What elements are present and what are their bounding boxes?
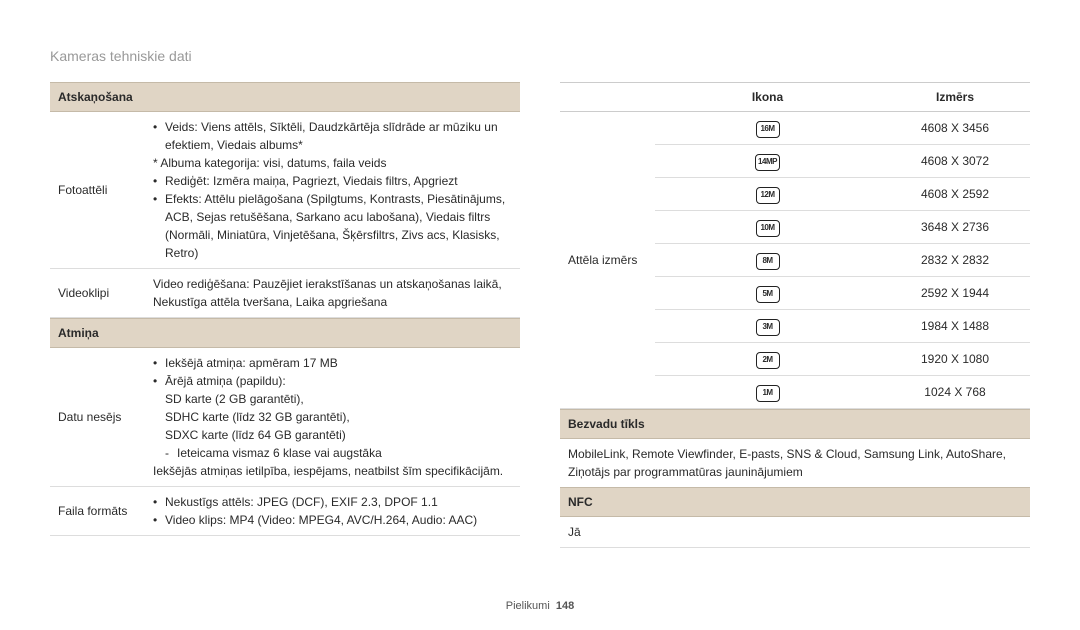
size-dimension: 3648 X 2736 (880, 211, 1030, 244)
megapixel-icon: 12M (756, 187, 780, 204)
section-storage: Atmiņa (50, 318, 520, 348)
row-content-media: Iekšējā atmiņa: apmēram 17 MB Ārējā atmi… (145, 348, 520, 487)
bullet: Video klips: MP4 (Video: MPEG4, AVC/H.26… (153, 511, 512, 529)
megapixel-icon: 8M (756, 253, 780, 270)
size-icon-cell: 10M (655, 211, 880, 244)
table-row: Attēla izmērs16M4608 X 3456 (560, 112, 1030, 145)
size-icon-cell: 1M (655, 376, 880, 409)
size-dimension: 1984 X 1488 (880, 310, 1030, 343)
table-row: Fotoattēli Veids: Viens attēls, Sīktēli,… (50, 112, 520, 269)
size-icon-cell: 3M (655, 310, 880, 343)
footer-label: Pielikumi (506, 600, 550, 612)
size-icon-cell: 2M (655, 343, 880, 376)
row-label-media: Datu nesējs (50, 348, 145, 487)
page-title: Kameras tehniskie dati (50, 48, 1030, 64)
megapixel-icon: 2M (756, 352, 780, 369)
bullet: Veids: Viens attēls, Sīktēli, Daudzkārtē… (153, 118, 512, 154)
bullet: Iekšējā atmiņa: apmēram 17 MB (153, 354, 512, 372)
page-number: 148 (556, 600, 574, 612)
section-nfc: NFC (560, 487, 1030, 517)
megapixel-icon: 16M (756, 121, 780, 138)
spec-table-storage: Datu nesējs Iekšējā atmiņa: apmēram 17 M… (50, 348, 520, 536)
spec-table-playback: Fotoattēli Veids: Viens attēls, Sīktēli,… (50, 112, 520, 318)
row-label-format: Faila formāts (50, 487, 145, 536)
size-dimension: 4608 X 3456 (880, 112, 1030, 145)
size-dimension: 4608 X 3072 (880, 145, 1030, 178)
bullet-text: Ārējā atmiņa (papildu): (165, 374, 286, 388)
wireless-text: MobileLink, Remote Viewfinder, E-pasts, … (560, 439, 1030, 487)
size-icon-cell: 8M (655, 244, 880, 277)
bullet: Efekts: Attēlu pielāgošana (Spilgtums, K… (153, 190, 512, 262)
size-icon-cell: 12M (655, 178, 880, 211)
left-column: Atskaņošana Fotoattēli Veids: Viens attē… (50, 82, 520, 548)
table-row: Jā (560, 517, 1030, 548)
nfc-text: Jā (560, 517, 1030, 548)
row-content-format: Nekustīgs attēls: JPEG (DCF), EXIF 2.3, … (145, 487, 520, 536)
row-label-image-size: Attēla izmērs (560, 112, 655, 409)
subline: SD karte (2 GB garantēti), (165, 392, 304, 406)
row-content-videos: Video rediģēšana: Pauzējiet ierakstīšana… (145, 269, 520, 318)
head-size: Izmērs (880, 83, 1030, 111)
table-row: Videoklipi Video rediģēšana: Pauzējiet i… (50, 269, 520, 318)
row-label-photos: Fotoattēli (50, 112, 145, 269)
page-footer: Pielikumi 148 (0, 600, 1080, 612)
size-icon-cell: 16M (655, 112, 880, 145)
megapixel-icon: 1M (756, 385, 780, 402)
row-content-photos: Veids: Viens attēls, Sīktēli, Daudzkārtē… (145, 112, 520, 269)
bullet: Nekustīgs attēls: JPEG (DCF), EXIF 2.3, … (153, 493, 512, 511)
size-icon-cell: 5M (655, 277, 880, 310)
subline: SDHC karte (līdz 32 GB garantēti), (165, 410, 350, 424)
size-table: Attēla izmērs 16M 4608 X 3456 14MP 4608 X 30… (560, 112, 1030, 409)
note: Iekšējās atmiņas ietilpība, iespējams, n… (153, 462, 512, 480)
bullet: Rediģēt: Izmēra maiņa, Pagriezt, Viedais… (153, 172, 512, 190)
section-playback: Atskaņošana (50, 82, 520, 112)
size-dimension: 1920 X 1080 (880, 343, 1030, 376)
size-dimension: 2832 X 2832 (880, 244, 1030, 277)
bullet: Ārējā atmiņa (papildu): SD karte (2 GB g… (153, 372, 512, 462)
megapixel-icon: 14MP (755, 154, 780, 171)
megapixel-icon: 3M (756, 319, 780, 336)
megapixel-icon: 5M (756, 286, 780, 303)
size-dimension: 1024 X 768 (880, 376, 1030, 409)
section-wireless: Bezvadu tīkls (560, 409, 1030, 439)
size-table-head: Ikona Izmērs (560, 82, 1030, 112)
head-icon: Ikona (655, 83, 880, 111)
table-row: Datu nesējs Iekšējā atmiņa: apmēram 17 M… (50, 348, 520, 487)
spec-table-nfc: Jā (560, 517, 1030, 548)
megapixel-icon: 10M (756, 220, 780, 237)
head-spacer (560, 83, 655, 111)
subline: SDXC karte (līdz 64 GB garantēti) (165, 428, 346, 442)
note: * Albuma kategorija: visi, datums, faila… (153, 154, 512, 172)
size-dimension: 2592 X 1944 (880, 277, 1030, 310)
size-dimension: 4608 X 2592 (880, 178, 1030, 211)
table-row: Faila formāts Nekustīgs attēls: JPEG (DC… (50, 487, 520, 536)
dash-note: Ieteicama vismaz 6 klase vai augstāka (165, 444, 512, 462)
table-row: MobileLink, Remote Viewfinder, E-pasts, … (560, 439, 1030, 487)
size-icon-cell: 14MP (655, 145, 880, 178)
row-label-videos: Videoklipi (50, 269, 145, 318)
page: Kameras tehniskie dati Atskaņošana Fotoa… (0, 0, 1080, 630)
right-column: Ikona Izmērs Attēla izmērs 16M 4608 X 3456… (560, 82, 1030, 548)
columns: Atskaņošana Fotoattēli Veids: Viens attē… (50, 82, 1030, 548)
spec-table-wireless: MobileLink, Remote Viewfinder, E-pasts, … (560, 439, 1030, 487)
